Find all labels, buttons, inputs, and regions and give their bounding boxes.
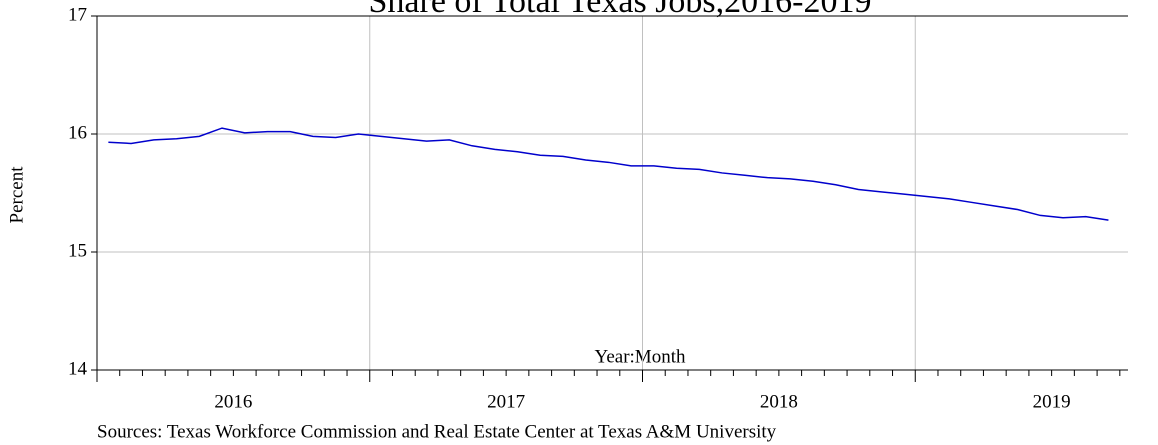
chart-title: Share of Total Texas Jobs,2016-2019 — [369, 0, 872, 20]
y-axis-label: Percent — [6, 166, 27, 224]
data-line — [108, 127, 1109, 221]
y-tick-label: 15 — [68, 240, 87, 261]
source-note: Sources: Texas Workforce Commission and … — [97, 421, 777, 442]
y-tick-label: 16 — [68, 122, 87, 143]
x-tick-label: 2019 — [1033, 391, 1071, 412]
x-tick-label: 2017 — [487, 391, 525, 412]
y-tick-label: 14 — [68, 358, 88, 379]
x-axis-label: Year:Month — [595, 346, 686, 367]
x-tick-label: 2016 — [214, 391, 252, 412]
y-tick-label: 17 — [68, 4, 87, 25]
x-tick-label: 2018 — [760, 391, 798, 412]
